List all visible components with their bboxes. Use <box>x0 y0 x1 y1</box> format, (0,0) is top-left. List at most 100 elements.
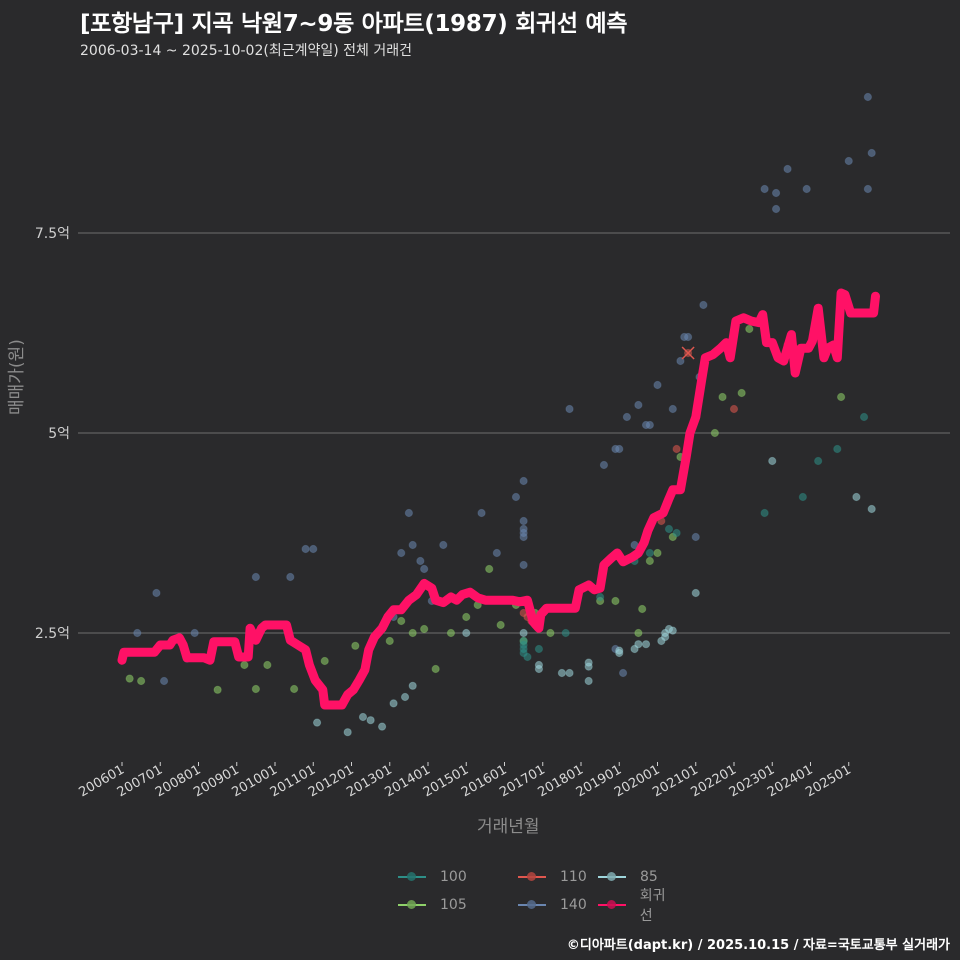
data-point <box>286 572 295 582</box>
data-point <box>615 648 624 658</box>
data-point <box>684 332 693 342</box>
data-point <box>404 508 413 518</box>
data-point <box>641 640 651 649</box>
data-point <box>867 148 876 158</box>
data-point <box>618 668 628 678</box>
data-point <box>312 718 322 727</box>
data-point <box>385 636 394 646</box>
series-140 <box>133 92 876 686</box>
data-point <box>729 404 739 414</box>
data-point <box>519 476 528 486</box>
data-point <box>557 668 566 678</box>
regression-line <box>117 288 880 710</box>
y-tick-label: 7.5억 <box>34 226 70 242</box>
data-point <box>213 685 222 694</box>
data-point <box>408 540 417 550</box>
data-point <box>511 492 521 502</box>
data-point <box>343 728 352 737</box>
data-point <box>630 644 639 654</box>
data-point <box>668 626 677 635</box>
legend-swatch-icon <box>598 870 626 884</box>
data-point <box>622 412 632 422</box>
data-point <box>634 640 643 649</box>
data-point <box>420 624 429 634</box>
data-point <box>485 564 494 574</box>
data-point <box>771 204 781 214</box>
data-point <box>290 684 299 694</box>
legend-label: 105 <box>440 897 467 913</box>
legend-swatch-icon <box>398 870 426 884</box>
data-point <box>534 644 544 654</box>
data-point <box>699 300 708 310</box>
data-point <box>798 492 807 502</box>
data-point <box>867 504 876 514</box>
data-point <box>519 628 528 638</box>
data-point <box>378 722 387 731</box>
legend-item: 140 <box>518 894 598 916</box>
data-point <box>496 620 505 630</box>
data-point <box>462 628 471 638</box>
data-point <box>251 572 260 582</box>
data-point <box>672 444 681 454</box>
legend-label: 85 <box>640 869 658 885</box>
legend-swatch-icon <box>398 898 426 912</box>
legend-label: 100 <box>440 869 467 885</box>
data-point <box>653 380 662 390</box>
data-point <box>565 404 574 414</box>
data-point <box>802 184 811 194</box>
data-point <box>859 412 869 422</box>
data-point <box>397 548 406 558</box>
y-tick-label: 5억 <box>48 426 70 442</box>
data-point <box>760 184 769 194</box>
legend-item: 110 <box>518 866 598 888</box>
data-point <box>519 560 528 570</box>
data-point <box>634 400 643 410</box>
legend-swatch-icon <box>518 870 546 884</box>
legend: 100 110 85 105 140 회귀선 <box>398 866 678 924</box>
data-point <box>863 184 872 194</box>
data-point <box>814 456 823 466</box>
data-point <box>125 674 134 683</box>
data-point <box>833 444 842 454</box>
data-point <box>852 492 861 502</box>
data-point <box>420 564 429 574</box>
data-point <box>745 324 754 334</box>
legend-swatch-icon <box>598 898 626 912</box>
data-point <box>534 664 544 674</box>
data-point <box>645 556 654 566</box>
data-point <box>251 684 260 694</box>
data-point <box>584 676 593 686</box>
data-point <box>844 156 853 166</box>
data-point <box>668 404 677 414</box>
data-point <box>837 392 846 402</box>
data-point <box>672 528 681 538</box>
data-point <box>477 508 486 518</box>
data-point <box>416 556 425 566</box>
data-point <box>737 388 746 398</box>
data-point <box>519 516 528 526</box>
data-point <box>599 460 609 470</box>
chart-subtitle: 2006-03-14 ~ 2025-10-02(최근계약일) 전체 거래건 <box>80 43 412 59</box>
data-point <box>137 676 146 686</box>
data-point <box>768 456 777 466</box>
data-point <box>133 628 142 638</box>
data-point <box>661 632 670 642</box>
data-point <box>863 92 872 102</box>
legend-swatch-icon <box>518 898 546 912</box>
data-point <box>351 641 360 650</box>
data-point <box>408 681 417 690</box>
y-tick-label: 2.5억 <box>34 626 70 642</box>
data-point <box>519 532 528 542</box>
data-point <box>523 652 532 662</box>
data-point <box>645 420 654 430</box>
data-point <box>718 392 727 402</box>
data-point <box>760 508 769 518</box>
data-point <box>492 548 501 558</box>
data-point <box>366 716 375 725</box>
data-point <box>645 548 654 558</box>
data-point <box>397 616 406 626</box>
data-point <box>263 660 272 670</box>
data-point <box>446 628 456 638</box>
chart-title: [포항남구] 지곡 낙원7~9동 아파트(1987) 회귀선 예측 <box>80 11 628 37</box>
